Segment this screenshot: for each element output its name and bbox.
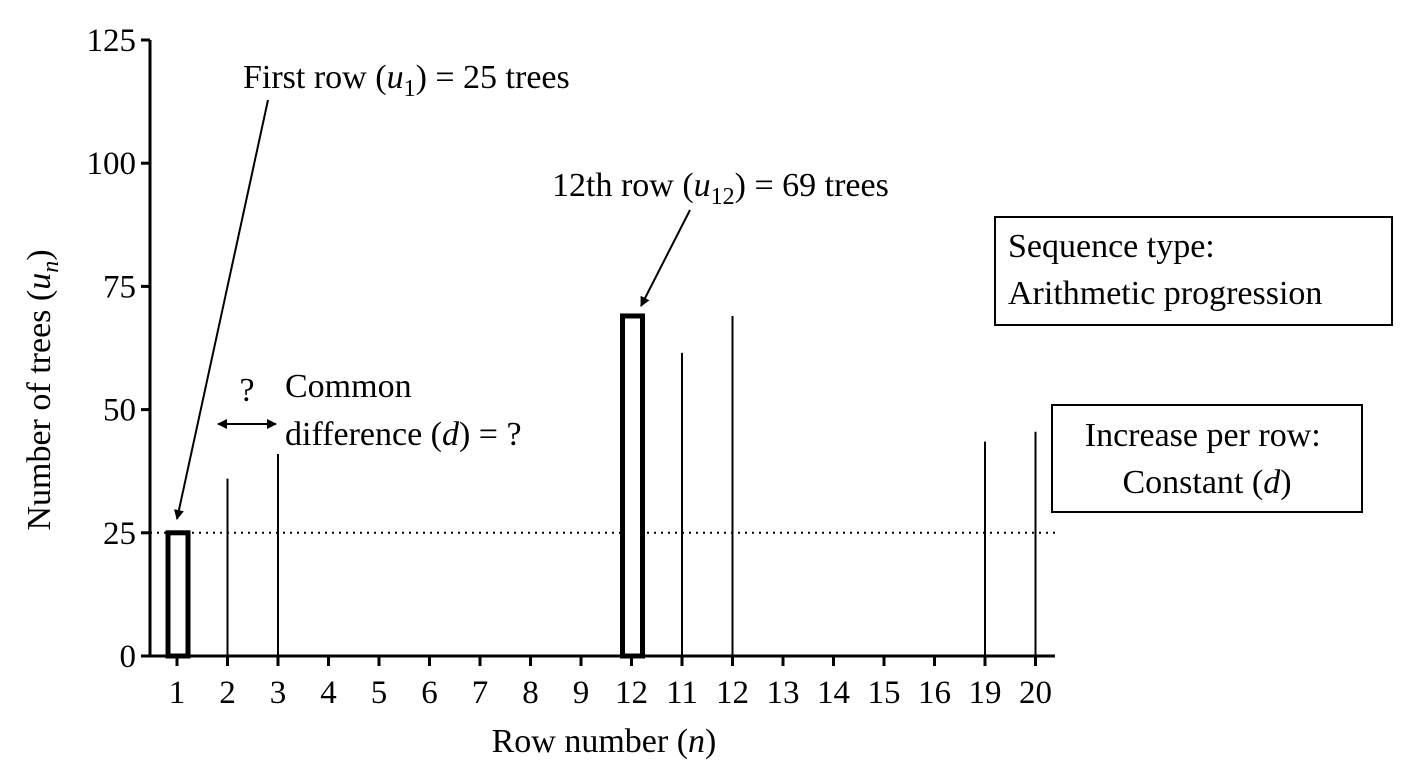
highlighted-bar	[165, 530, 191, 659]
x-tick-label: 11	[666, 675, 698, 711]
y-tick-label: 0	[120, 639, 137, 675]
x-tick-label: 16	[918, 675, 951, 711]
y-tick-label: 50	[103, 393, 136, 429]
x-tick-label: 12	[615, 675, 648, 711]
x-tick-label: 20	[1019, 675, 1052, 711]
x-tick-label: 5	[371, 675, 388, 711]
x-tick-label: 15	[868, 675, 901, 711]
question-mark-label: ?	[239, 372, 254, 409]
x-tick-label: 7	[472, 675, 489, 711]
highlighted-bar	[620, 313, 645, 659]
y-tick-label: 25	[103, 516, 136, 552]
y-axis-title: Number of trees (un)	[21, 249, 64, 530]
first-row-arrow	[174, 99, 269, 520]
x-axis-ticks: 1 2 3 4 5 6 7 8 9 12 11 12 13 14 15 16 19 20	[169, 656, 1052, 711]
twelfth-row-arrow	[640, 209, 691, 307]
x-tick-label: 13	[767, 675, 800, 711]
svg-text:Increase per row: Consta: Increase per row: Constant (d)	[1085, 417, 1329, 501]
bars	[165, 313, 1037, 659]
y-tick-label: 75	[103, 269, 136, 305]
x-tick-label: 19	[969, 675, 1002, 711]
x-tick-label: 1	[169, 675, 186, 711]
x-axis-title: Row number (n)	[492, 723, 717, 760]
x-tick-label: 3	[270, 675, 287, 711]
y-tick-label: 100	[87, 146, 137, 182]
x-tick-label: 12	[716, 675, 749, 711]
sequence-type-box: Sequence type: Arithmetic progression	[994, 216, 1393, 326]
x-tick-label: 14	[817, 675, 850, 711]
x-tick-label: 6	[421, 675, 438, 711]
x-tick-label: 4	[320, 675, 337, 711]
first-row-annotation: First row (u1) = 25 trees	[243, 59, 570, 102]
twelfth-row-annotation: 12th row (u12) = 69 trees	[552, 167, 889, 210]
svg-text:Sequence type: Arithmeti: Sequence type: Arithmetic progression	[1008, 228, 1322, 312]
y-axis-ticks: 0 25 50 75 100 125	[87, 23, 150, 675]
x-tick-label: 9	[573, 675, 590, 711]
x-tick-label: 8	[522, 675, 539, 711]
x-tick-label: 2	[219, 675, 236, 711]
increase-per-row-box: Increase per row: Constant (d)	[1051, 404, 1363, 513]
common-difference-label: Common difference (d) = ?	[285, 368, 522, 453]
y-tick-label: 125	[87, 23, 137, 59]
